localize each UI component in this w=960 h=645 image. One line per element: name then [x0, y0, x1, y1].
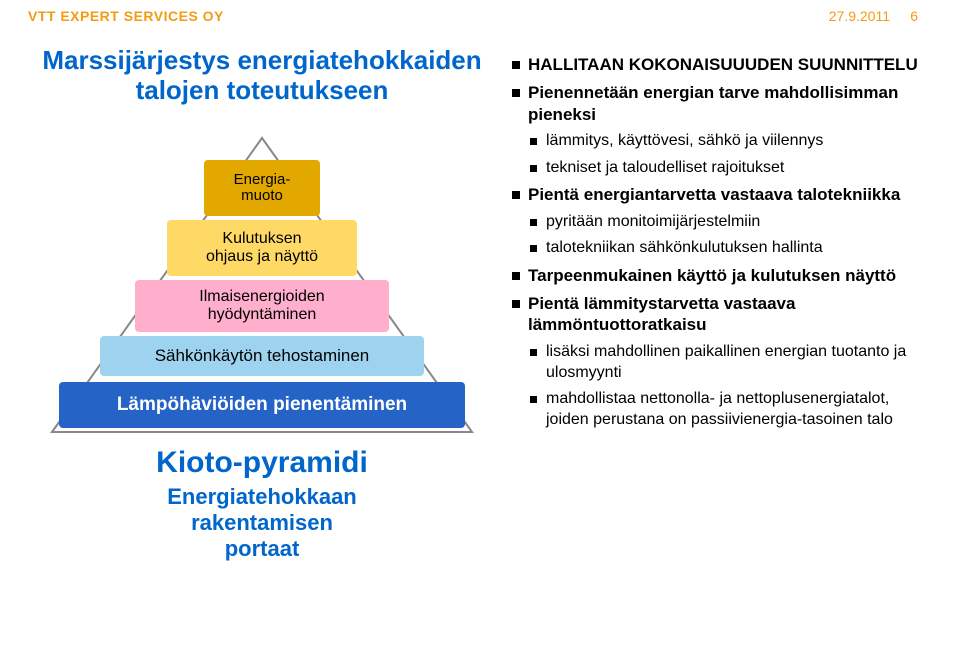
bullet-item-3: Tarpeenmukainen käyttö ja kulutuksen näy…	[512, 265, 932, 287]
pyramid-layer-1: Kulutuksenohjaus ja näyttö	[42, 220, 482, 276]
bullet-subitem-2-1: talotekniikan sähkönkulutuksen hallinta	[530, 238, 932, 258]
pyramid-chart: Energia-muotoKulutuksenohjaus ja näyttöI…	[42, 130, 482, 440]
bullet-subitem-1-1: tekniset ja taloudelliset rajoitukset	[530, 158, 932, 178]
pyramid-layer-4: Lämpöhäviöiden pienentäminen	[42, 382, 482, 428]
subtitle-line2: Energiatehokkaan	[42, 484, 482, 510]
pyramid-layer-label-4: Lämpöhäviöiden pienentäminen	[59, 382, 465, 428]
bullet-sublist-2: pyritään monitoimijärjestelmiin talotekni…	[530, 212, 932, 259]
subtitle-line1: Kioto-pyramidi	[42, 448, 482, 478]
bullet-item-2: Pientä energiantarvetta vastaava talotek…	[512, 184, 932, 206]
page-title: Marssijärjestys energiatehokkaiden taloj…	[42, 46, 482, 106]
subtitle-line4: portaat	[42, 536, 482, 562]
pyramid-layer-label-1: Kulutuksenohjaus ja näyttö	[167, 220, 357, 276]
bullet-subitem-2-0: pyritään monitoimijärjestelmiin	[530, 212, 932, 232]
subtitle-line3: rakentamisen	[42, 510, 482, 536]
bullet-item-4: Pientä lämmitystarvetta vastaava lämmönt…	[512, 293, 932, 337]
header: VTT EXPERT SERVICES OY 27.9.2011 6	[0, 8, 960, 36]
pyramid-layer-label-2: Ilmaisenergioidenhyödyntäminen	[135, 280, 389, 332]
pyramid-layer-0: Energia-muoto	[42, 160, 482, 216]
bullet-subitem-1-0: lämmitys, käyttövesi, sähkö ja viilennys	[530, 131, 932, 151]
pyramid-subtitle: Kioto-pyramidi Energiatehokkaan rakentam…	[42, 448, 482, 562]
date-label: 27.9.2011	[829, 8, 890, 24]
bullet-subitem-4-1: mahdollistaa nettonolla- ja nettoplusene…	[530, 389, 932, 430]
bullet-subitem-4-0: lisäksi mahdollinen paikallinen energian…	[530, 342, 932, 383]
brand-label: VTT EXPERT SERVICES OY	[28, 8, 224, 24]
bullet-item-1: Pienennetään energian tarve mahdollisimm…	[512, 82, 932, 126]
bullet-sublist-4: lisäksi mahdollinen paikallinen energian…	[530, 342, 932, 430]
bullet-list: HALLITAAN KOKONAISUUUDEN SUUNNITTELU Pien…	[512, 54, 932, 436]
pyramid-layer-label-3: Sähkönkäytön tehostaminen	[100, 336, 424, 376]
bullet-sublist-1: lämmitys, käyttövesi, sähkö ja viilennys…	[530, 131, 932, 178]
bullet-item-0: HALLITAAN KOKONAISUUUDEN SUUNNITTELU	[512, 54, 932, 76]
pyramid-layer-2: Ilmaisenergioidenhyödyntäminen	[42, 280, 482, 332]
pyramid-layer-3: Sähkönkäytön tehostaminen	[42, 336, 482, 376]
pyramid-layer-label-0: Energia-muoto	[204, 160, 320, 216]
page-number: 6	[910, 8, 918, 24]
